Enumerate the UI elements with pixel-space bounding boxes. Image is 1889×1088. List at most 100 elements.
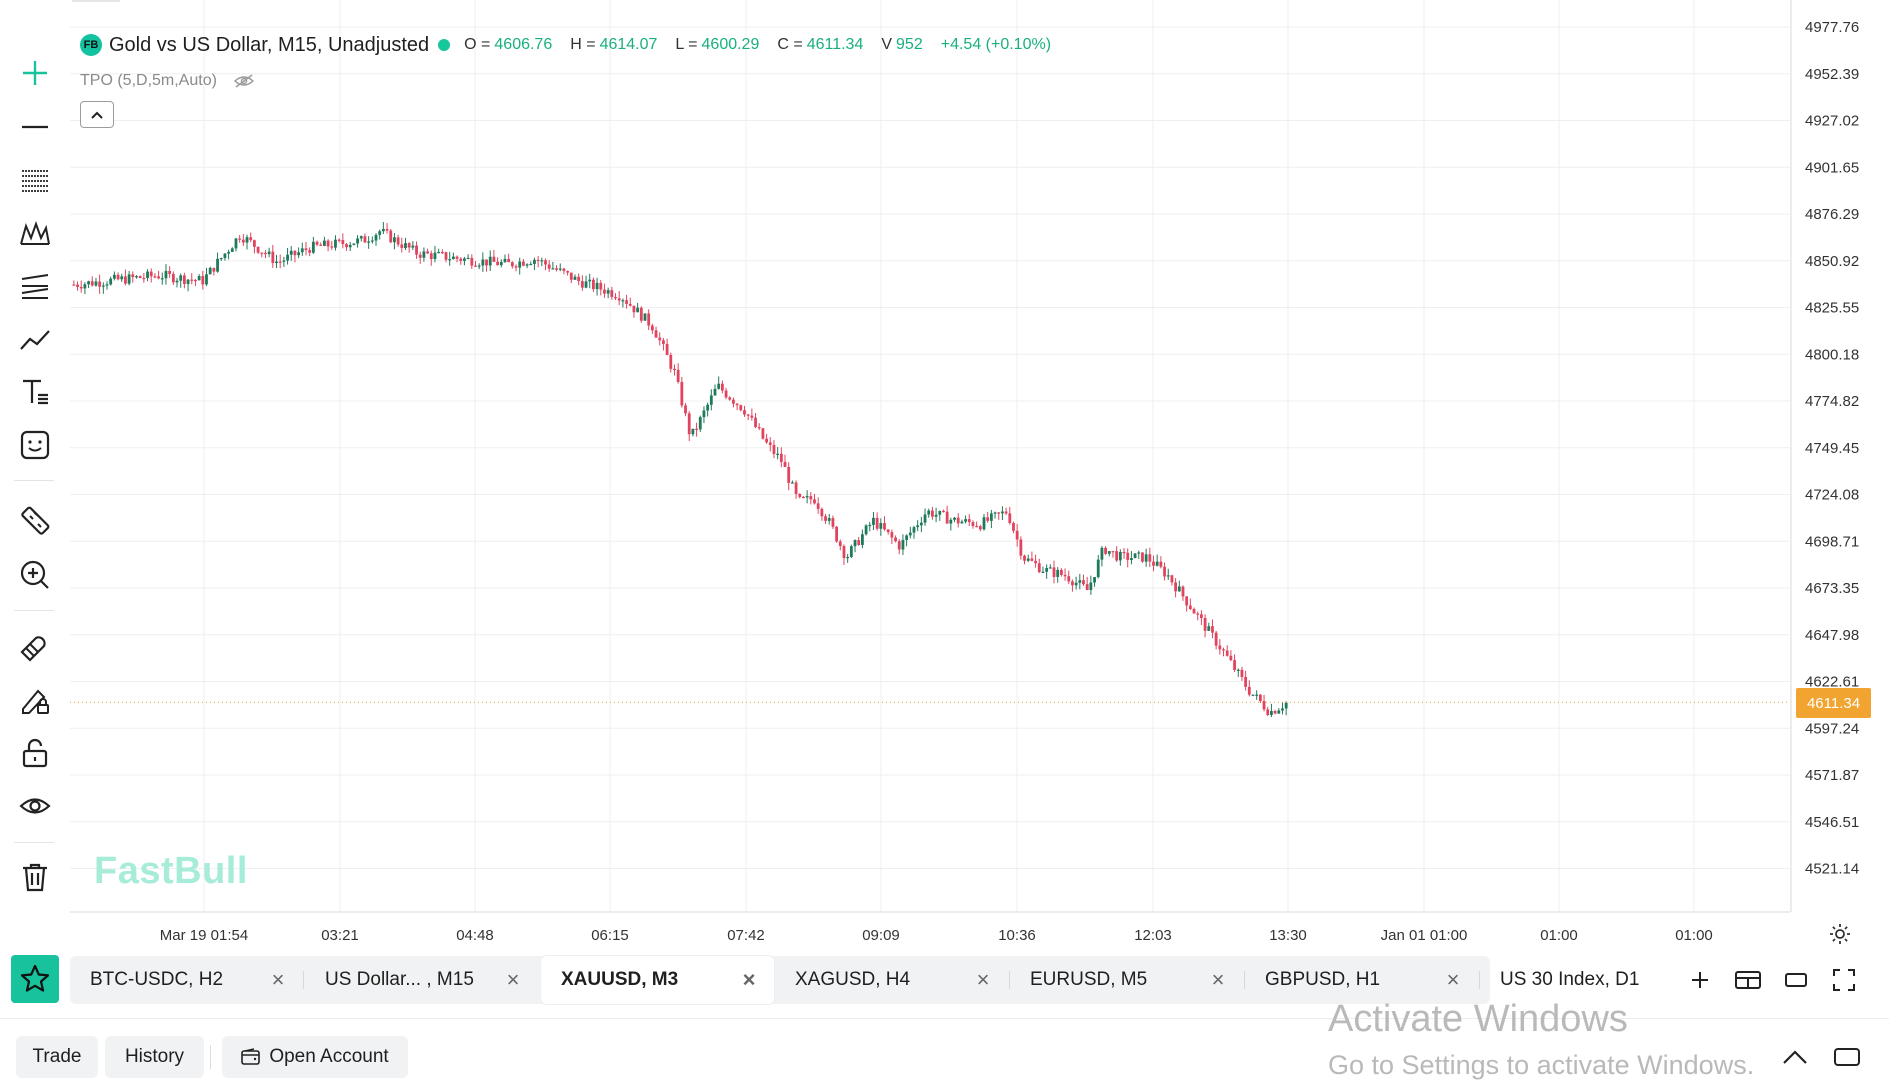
lock-drawings-icon[interactable]	[14, 679, 56, 721]
candle-body	[754, 417, 757, 428]
candle-body	[1107, 551, 1111, 554]
close-icon[interactable]: ×	[1446, 967, 1460, 992]
chart-settings-gear-icon[interactable]	[1828, 922, 1852, 946]
tab-us-dollar[interactable]: US Dollar... , M15 ×	[305, 956, 538, 1004]
tab-eurusd[interactable]: EURUSD, M5 ×	[1010, 956, 1243, 1004]
candle-body	[1174, 582, 1178, 592]
close-value: 4611.34	[806, 36, 864, 53]
y-tick-label: 4622.61	[1805, 674, 1859, 691]
text-tool-icon[interactable]	[14, 371, 56, 413]
candle-body	[1247, 686, 1251, 695]
price-change: +4.54 (+0.10%)	[940, 36, 1052, 53]
tab-btc-usdc[interactable]: BTC-USDC, H2 ×	[70, 956, 303, 1004]
collapse-legend-button[interactable]	[80, 101, 114, 128]
candle-body	[223, 253, 227, 259]
tab-xauusd[interactable]: XAUUSD, M3 ×	[541, 956, 774, 1004]
layout-button[interactable]	[1730, 962, 1766, 998]
live-status-dot	[438, 39, 451, 51]
y-tick-label: 4952.39	[1805, 66, 1859, 83]
trend-line-icon[interactable]	[14, 318, 56, 360]
candle-body	[1152, 561, 1155, 566]
candle-body	[1166, 575, 1170, 577]
candle-body	[916, 525, 920, 528]
fastbull-watermark: FastBull	[94, 850, 248, 892]
hidden-eye-icon[interactable]	[233, 73, 255, 89]
close-icon[interactable]: ×	[271, 967, 285, 992]
candle-body	[1148, 554, 1152, 562]
candle-body	[418, 254, 422, 258]
candle-body	[422, 251, 426, 258]
window-mode-button[interactable]	[1778, 962, 1814, 998]
candle-body	[1067, 576, 1071, 582]
expand-panel-button[interactable]	[1778, 1042, 1812, 1072]
high-value: 4614.07	[599, 36, 658, 53]
history-button[interactable]: History	[105, 1036, 204, 1078]
candle-body	[894, 537, 897, 542]
candle-body	[112, 274, 116, 279]
candle-body	[149, 271, 153, 277]
open-account-button[interactable]: Open Account	[222, 1036, 408, 1078]
candle-body	[1093, 577, 1096, 583]
panel-window-button[interactable]	[1830, 1042, 1864, 1072]
candle-body	[1111, 551, 1115, 553]
tab-gbpusd[interactable]: GBPUSD, H1 ×	[1245, 956, 1478, 1004]
candle-body	[577, 276, 581, 282]
fullscreen-button[interactable]	[1826, 962, 1862, 998]
favorites-button[interactable]	[11, 955, 59, 1003]
add-tab-button[interactable]	[1682, 962, 1718, 998]
candle-body	[481, 259, 485, 266]
close-icon[interactable]: ×	[976, 967, 990, 992]
candle-body	[1251, 694, 1255, 696]
symbol-title[interactable]: Gold vs US Dollar, M15, Unadjusted	[109, 33, 430, 56]
magnet-icon[interactable]	[14, 626, 56, 668]
tab-us30[interactable]: US 30 Index, D1	[1480, 956, 1680, 1004]
pattern-icon[interactable]	[14, 212, 56, 254]
candle-body	[665, 343, 669, 355]
close-icon[interactable]: ×	[742, 967, 756, 992]
toolbar-divider	[14, 480, 54, 481]
unlock-icon[interactable]	[14, 732, 56, 774]
candle-body	[510, 262, 514, 267]
candle-body	[1144, 554, 1148, 562]
trade-button[interactable]: Trade	[16, 1036, 98, 1078]
tab-xagusd[interactable]: XAGUSD, H4 ×	[775, 956, 1008, 1004]
crosshair-icon[interactable]	[14, 52, 56, 94]
close-icon[interactable]: ×	[506, 967, 520, 992]
close-icon[interactable]: ×	[1211, 967, 1225, 992]
candle-body	[533, 259, 536, 264]
indicator-legend[interactable]: TPO (5,D,5m,Auto)	[80, 72, 255, 90]
candle-body	[1281, 708, 1284, 711]
candle-body	[853, 540, 857, 547]
candle-body	[1181, 586, 1185, 597]
candle-body	[768, 442, 772, 445]
candle-body	[308, 250, 312, 253]
candle-body	[337, 239, 341, 241]
candle-body	[1118, 551, 1122, 561]
candle-body	[529, 263, 533, 266]
open-account-label: Open Account	[269, 1046, 389, 1067]
horizontal-line-icon[interactable]	[14, 106, 56, 148]
emoji-sticker-icon[interactable]	[14, 424, 56, 466]
ruler-icon[interactable]	[14, 500, 56, 542]
ohlc-readout: O = 4606.76 H = 4614.07 L = 4600.29 C = 4611…	[464, 36, 1051, 54]
x-tick-label: 01:00	[1675, 927, 1713, 944]
channel-icon[interactable]	[14, 265, 56, 307]
zoom-in-icon[interactable]	[14, 554, 56, 596]
price-chart[interactable]: 4977.76 4952.39 4927.02 4901.65 4876.29 4850.…	[70, 0, 1889, 950]
candle-body	[256, 246, 260, 253]
candle-body	[1048, 567, 1052, 569]
candle-body	[1085, 584, 1089, 590]
candle-body	[739, 405, 743, 411]
candle-body	[87, 281, 90, 285]
candle-body	[746, 414, 750, 416]
candle-body	[1277, 710, 1281, 714]
trash-icon[interactable]	[14, 856, 56, 898]
chart-canvas[interactable]: 4977.76 4952.39 4927.02 4901.65 4876.29 4850.…	[70, 0, 1889, 950]
visibility-eye-icon[interactable]	[14, 785, 56, 827]
fib-retracement-icon[interactable]	[14, 159, 56, 201]
x-tick-label: Mar 19 01:54	[160, 927, 248, 944]
candle-body	[323, 240, 326, 246]
candle-body	[1034, 560, 1037, 564]
candle-body	[1233, 660, 1236, 671]
candle-body	[1218, 645, 1222, 650]
